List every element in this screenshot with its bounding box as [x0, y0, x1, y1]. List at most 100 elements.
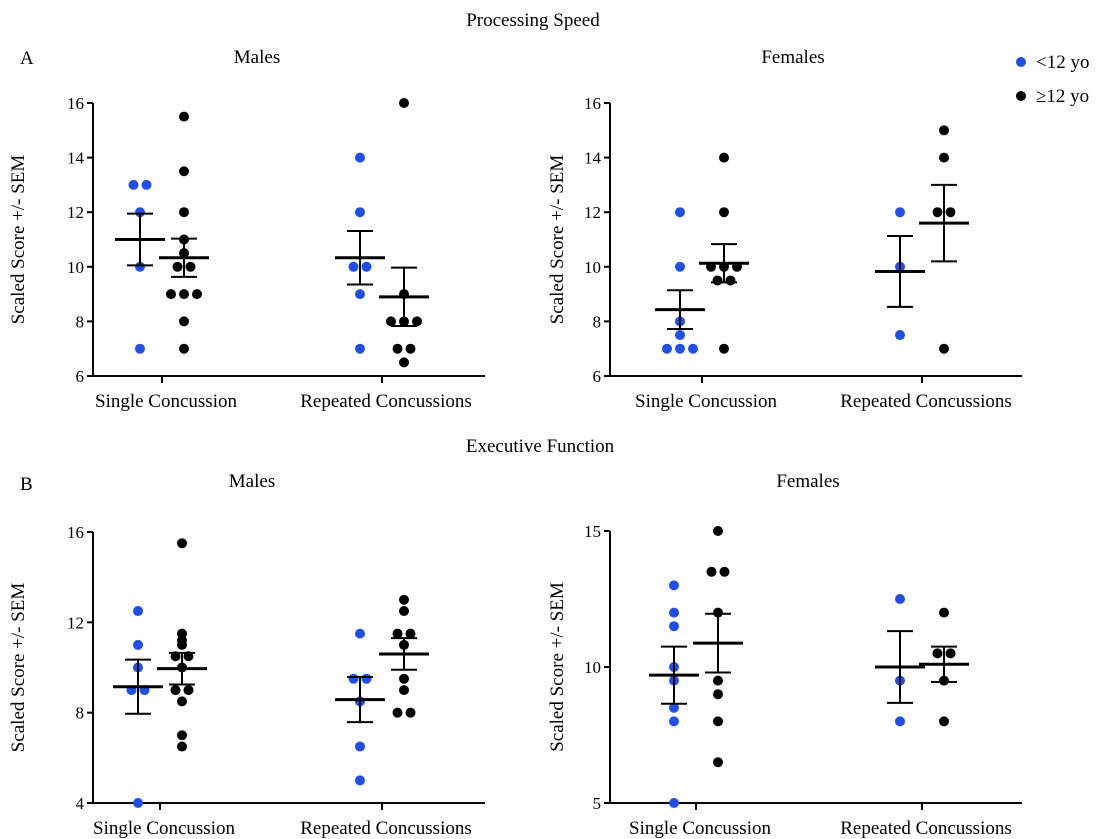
data-point: [135, 261, 145, 272]
panel-title: Males: [229, 471, 275, 492]
data-point: [712, 275, 723, 286]
data-point: [128, 179, 139, 190]
data-point: [932, 648, 943, 659]
y-tick-label: 8: [76, 312, 85, 331]
legend-label-under-12: <12 yo: [1036, 52, 1089, 73]
data-point: [662, 343, 672, 354]
group-single-over-12: [159, 111, 209, 354]
y-axis-label: Scaled Score +/- SEM: [8, 583, 29, 753]
data-point: [179, 289, 189, 300]
y-tick-label: 14: [67, 149, 85, 168]
x-tick-label: Single Concussion: [629, 818, 771, 839]
data-point: [713, 716, 723, 727]
data-point: [348, 673, 359, 684]
y-tick-label: 16: [67, 94, 84, 113]
panel-executive-function-females: Females Scaled Score +/- SEM 5 10 15 Single C…: [547, 471, 1022, 839]
legend-marker-under-12: [1016, 57, 1026, 67]
data-point: [399, 357, 409, 368]
data-point: [170, 685, 181, 696]
data-point: [399, 594, 409, 605]
group-repeated-under-12: [335, 152, 385, 354]
y-tick-label: 15: [584, 522, 601, 541]
data-point: [895, 330, 905, 341]
x-tick-label: Repeated Concussions: [840, 391, 1012, 412]
data-point: [177, 730, 187, 741]
data-point: [719, 207, 729, 218]
panel-processing-speed-males: Males Scaled Score +/- SEM 6 8 10 12 14 16 Singl…: [8, 47, 485, 412]
y-tick-label: 6: [76, 367, 85, 386]
data-point: [675, 261, 685, 272]
y-tick-label: 12: [584, 203, 601, 222]
x-tick-label: Repeated Concussions: [300, 818, 472, 839]
data-point: [895, 207, 905, 218]
group-repeated-over-12: [379, 98, 429, 368]
data-point: [361, 261, 372, 272]
data-point: [669, 607, 679, 618]
data-point: [179, 111, 189, 122]
data-point: [355, 343, 365, 354]
data-point: [945, 207, 956, 218]
data-point: [399, 98, 409, 108]
data-point: [713, 757, 723, 768]
section-title-processing-speed: Processing Speed: [466, 10, 600, 31]
x-tick-label: Single Concussion: [635, 391, 777, 412]
data-point: [725, 275, 736, 286]
data-point: [141, 179, 152, 190]
y-tick-label: 16: [67, 523, 84, 542]
data-point: [133, 639, 143, 650]
y-axis-label: Scaled Score +/- SEM: [547, 582, 568, 752]
data-point: [399, 673, 409, 684]
y-tick-label: 5: [593, 794, 602, 813]
group-repeated-over-12: [919, 125, 969, 354]
data-point: [713, 607, 723, 618]
data-point: [392, 707, 403, 718]
data-point: [183, 685, 194, 696]
data-point: [392, 628, 403, 639]
data-point: [939, 607, 949, 618]
data-point: [135, 343, 145, 354]
data-point: [895, 594, 905, 604]
data-point: [719, 152, 729, 163]
panel-title: Males: [234, 47, 280, 68]
group-repeated-over-12: [379, 594, 429, 718]
group-single-under-12: [113, 606, 163, 808]
data-point: [135, 207, 145, 218]
data-point: [939, 716, 949, 727]
data-point: [713, 689, 723, 700]
y-tick-label: 10: [67, 258, 84, 277]
data-point: [675, 330, 685, 341]
data-point: [675, 343, 685, 354]
y-axis-label: Scaled Score +/- SEM: [547, 155, 568, 325]
data-point: [179, 207, 189, 218]
y-tick-label: 4: [76, 794, 85, 813]
data-point: [386, 316, 396, 327]
x-tick-label: Single Concussion: [95, 391, 237, 412]
data-point: [412, 316, 422, 327]
data-point: [179, 343, 189, 354]
data-point: [932, 207, 943, 218]
y-tick-label: 12: [67, 613, 84, 632]
data-point: [177, 696, 187, 707]
y-tick-label: 10: [584, 258, 601, 277]
x-tick-label: Repeated Concussions: [300, 391, 472, 412]
data-point: [405, 707, 416, 718]
data-point: [133, 798, 143, 808]
data-point: [133, 606, 143, 617]
group-single-under-12: [649, 580, 699, 808]
legend-label-12-and-over: ≥12 yo: [1036, 86, 1089, 107]
group-single-over-12: [157, 538, 207, 752]
data-point: [669, 798, 679, 808]
data-point: [939, 152, 949, 163]
data-point: [166, 289, 176, 300]
data-point: [355, 628, 365, 639]
data-point: [179, 316, 189, 327]
data-point: [177, 538, 187, 549]
data-point: [177, 741, 187, 752]
data-point: [719, 566, 730, 577]
y-tick-label: 10: [584, 658, 601, 677]
data-point: [713, 675, 723, 686]
data-point: [939, 125, 949, 136]
data-point: [355, 741, 365, 752]
data-point: [669, 621, 679, 632]
